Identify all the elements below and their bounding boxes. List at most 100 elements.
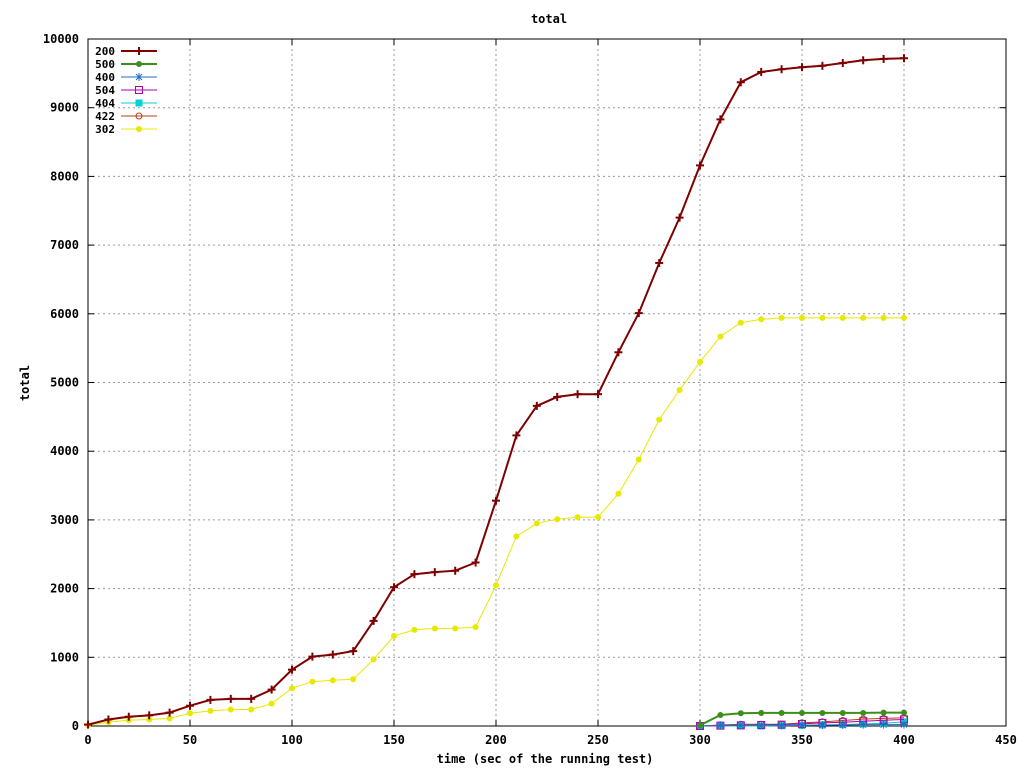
series-200-point	[288, 665, 296, 674]
series-200-point	[696, 161, 704, 170]
y-tick-label: 8000	[50, 169, 79, 183]
legend-marker	[135, 99, 143, 107]
series-200-point	[390, 583, 398, 592]
series-400-point-d	[757, 721, 765, 729]
series-302-point	[309, 678, 316, 685]
series-500-point-shape	[839, 709, 846, 716]
series-302-point-shape	[452, 625, 459, 632]
series-200-point	[369, 616, 378, 625]
y-tick-label: 3000	[50, 513, 79, 527]
series-200-point	[186, 701, 194, 710]
series-302-point	[595, 514, 601, 521]
series-302-point	[737, 319, 744, 326]
y-tick-label: 7000	[50, 238, 79, 252]
series-200-point	[594, 390, 602, 399]
series-302-point-shape	[329, 677, 336, 684]
series-400-point	[818, 720, 827, 729]
series-200-point	[349, 647, 358, 656]
series-200-point	[818, 61, 827, 70]
series-200-point	[655, 258, 664, 267]
x-tick-label: 300	[689, 733, 711, 747]
series-200-point	[859, 56, 868, 65]
series-302-point-shape	[309, 678, 316, 685]
series-302-point-shape	[799, 314, 805, 321]
series-500-point	[901, 709, 907, 716]
series-302-point-shape	[737, 319, 744, 326]
series-200-point	[84, 720, 92, 729]
series-500-point-shape	[880, 709, 887, 716]
series-302-point	[574, 514, 581, 521]
series-302-point-shape	[717, 333, 724, 340]
legend-entry-504: 504	[95, 84, 157, 97]
y-tick-label: 9000	[50, 101, 79, 115]
series-500-point-shape	[717, 712, 724, 719]
legend-marker-d	[135, 73, 143, 81]
series-200-point	[104, 715, 113, 724]
series-200-point	[165, 708, 174, 717]
series-302-point-shape	[227, 706, 234, 713]
legend-marker-shape	[136, 61, 142, 67]
series-302-point	[493, 582, 499, 589]
series-302-point-shape	[574, 514, 581, 521]
series-302-point	[227, 706, 234, 713]
x-tick-label: 450	[995, 733, 1017, 747]
legend-entry-302: 302	[95, 123, 157, 136]
series-200-point	[634, 309, 643, 318]
series-500-point-shape	[901, 709, 907, 716]
series-302	[85, 314, 907, 729]
x-tick-label: 400	[893, 733, 915, 747]
series-500-point	[717, 712, 724, 719]
series-302-point	[248, 706, 255, 713]
series-500-point	[819, 709, 826, 716]
series-200-point	[716, 115, 725, 124]
series-302-point	[350, 676, 357, 683]
series-302-point-shape	[758, 316, 765, 323]
series-200-point	[124, 712, 133, 721]
legend-label: 404	[95, 97, 115, 110]
series-400-point-d	[839, 721, 847, 729]
series-layer	[84, 54, 908, 730]
series-302-point	[146, 716, 153, 723]
y-tick-label: 0	[72, 719, 79, 733]
series-302-point-shape	[187, 710, 193, 717]
y-axis-label: total	[18, 365, 32, 401]
series-500-point-shape	[778, 709, 785, 716]
tick-layer: 0 50 100 150 200 250 300 350 400 450 0 1000 2000 3000…	[43, 32, 1017, 747]
series-302-point-shape	[778, 314, 785, 321]
series-500	[697, 709, 907, 729]
legend-marker	[136, 61, 142, 67]
legend-marker-shape	[135, 99, 143, 107]
legend-marker	[135, 112, 143, 120]
y-tick-label: 4000	[50, 444, 79, 458]
series-400-point	[879, 720, 888, 729]
series-400-point	[859, 720, 868, 729]
series-302-point-shape	[860, 314, 867, 321]
series-302-point	[656, 416, 663, 423]
series-302-point	[431, 625, 438, 632]
series-500-point	[737, 710, 744, 717]
series-302-point-shape	[819, 314, 826, 321]
series-302-point-shape	[839, 314, 846, 321]
series-500-point-shape	[697, 722, 703, 729]
series-400-point	[757, 721, 766, 730]
series-200-point	[757, 67, 766, 76]
series-500-point	[758, 709, 765, 716]
series-400-point-d	[880, 721, 887, 728]
y-tick-label: 10000	[43, 32, 79, 46]
legend-marker-shape	[135, 112, 143, 120]
series-302-point-shape	[533, 520, 540, 527]
series-200-point	[328, 650, 337, 659]
y-tick-label: 1000	[50, 650, 79, 664]
series-302-point-shape	[411, 626, 418, 633]
x-tick-label: 150	[383, 733, 405, 747]
series-200-point	[573, 390, 582, 399]
series-302-point	[411, 626, 418, 633]
series-302-point-shape	[472, 624, 479, 631]
series-400-point-d	[900, 721, 908, 728]
series-302-point	[391, 633, 397, 640]
legend-marker-shape	[136, 126, 142, 132]
legend-entry-422: 422	[95, 110, 157, 123]
series-400-point	[736, 721, 745, 730]
series-200-point	[900, 54, 908, 63]
series-302-point	[268, 700, 275, 707]
